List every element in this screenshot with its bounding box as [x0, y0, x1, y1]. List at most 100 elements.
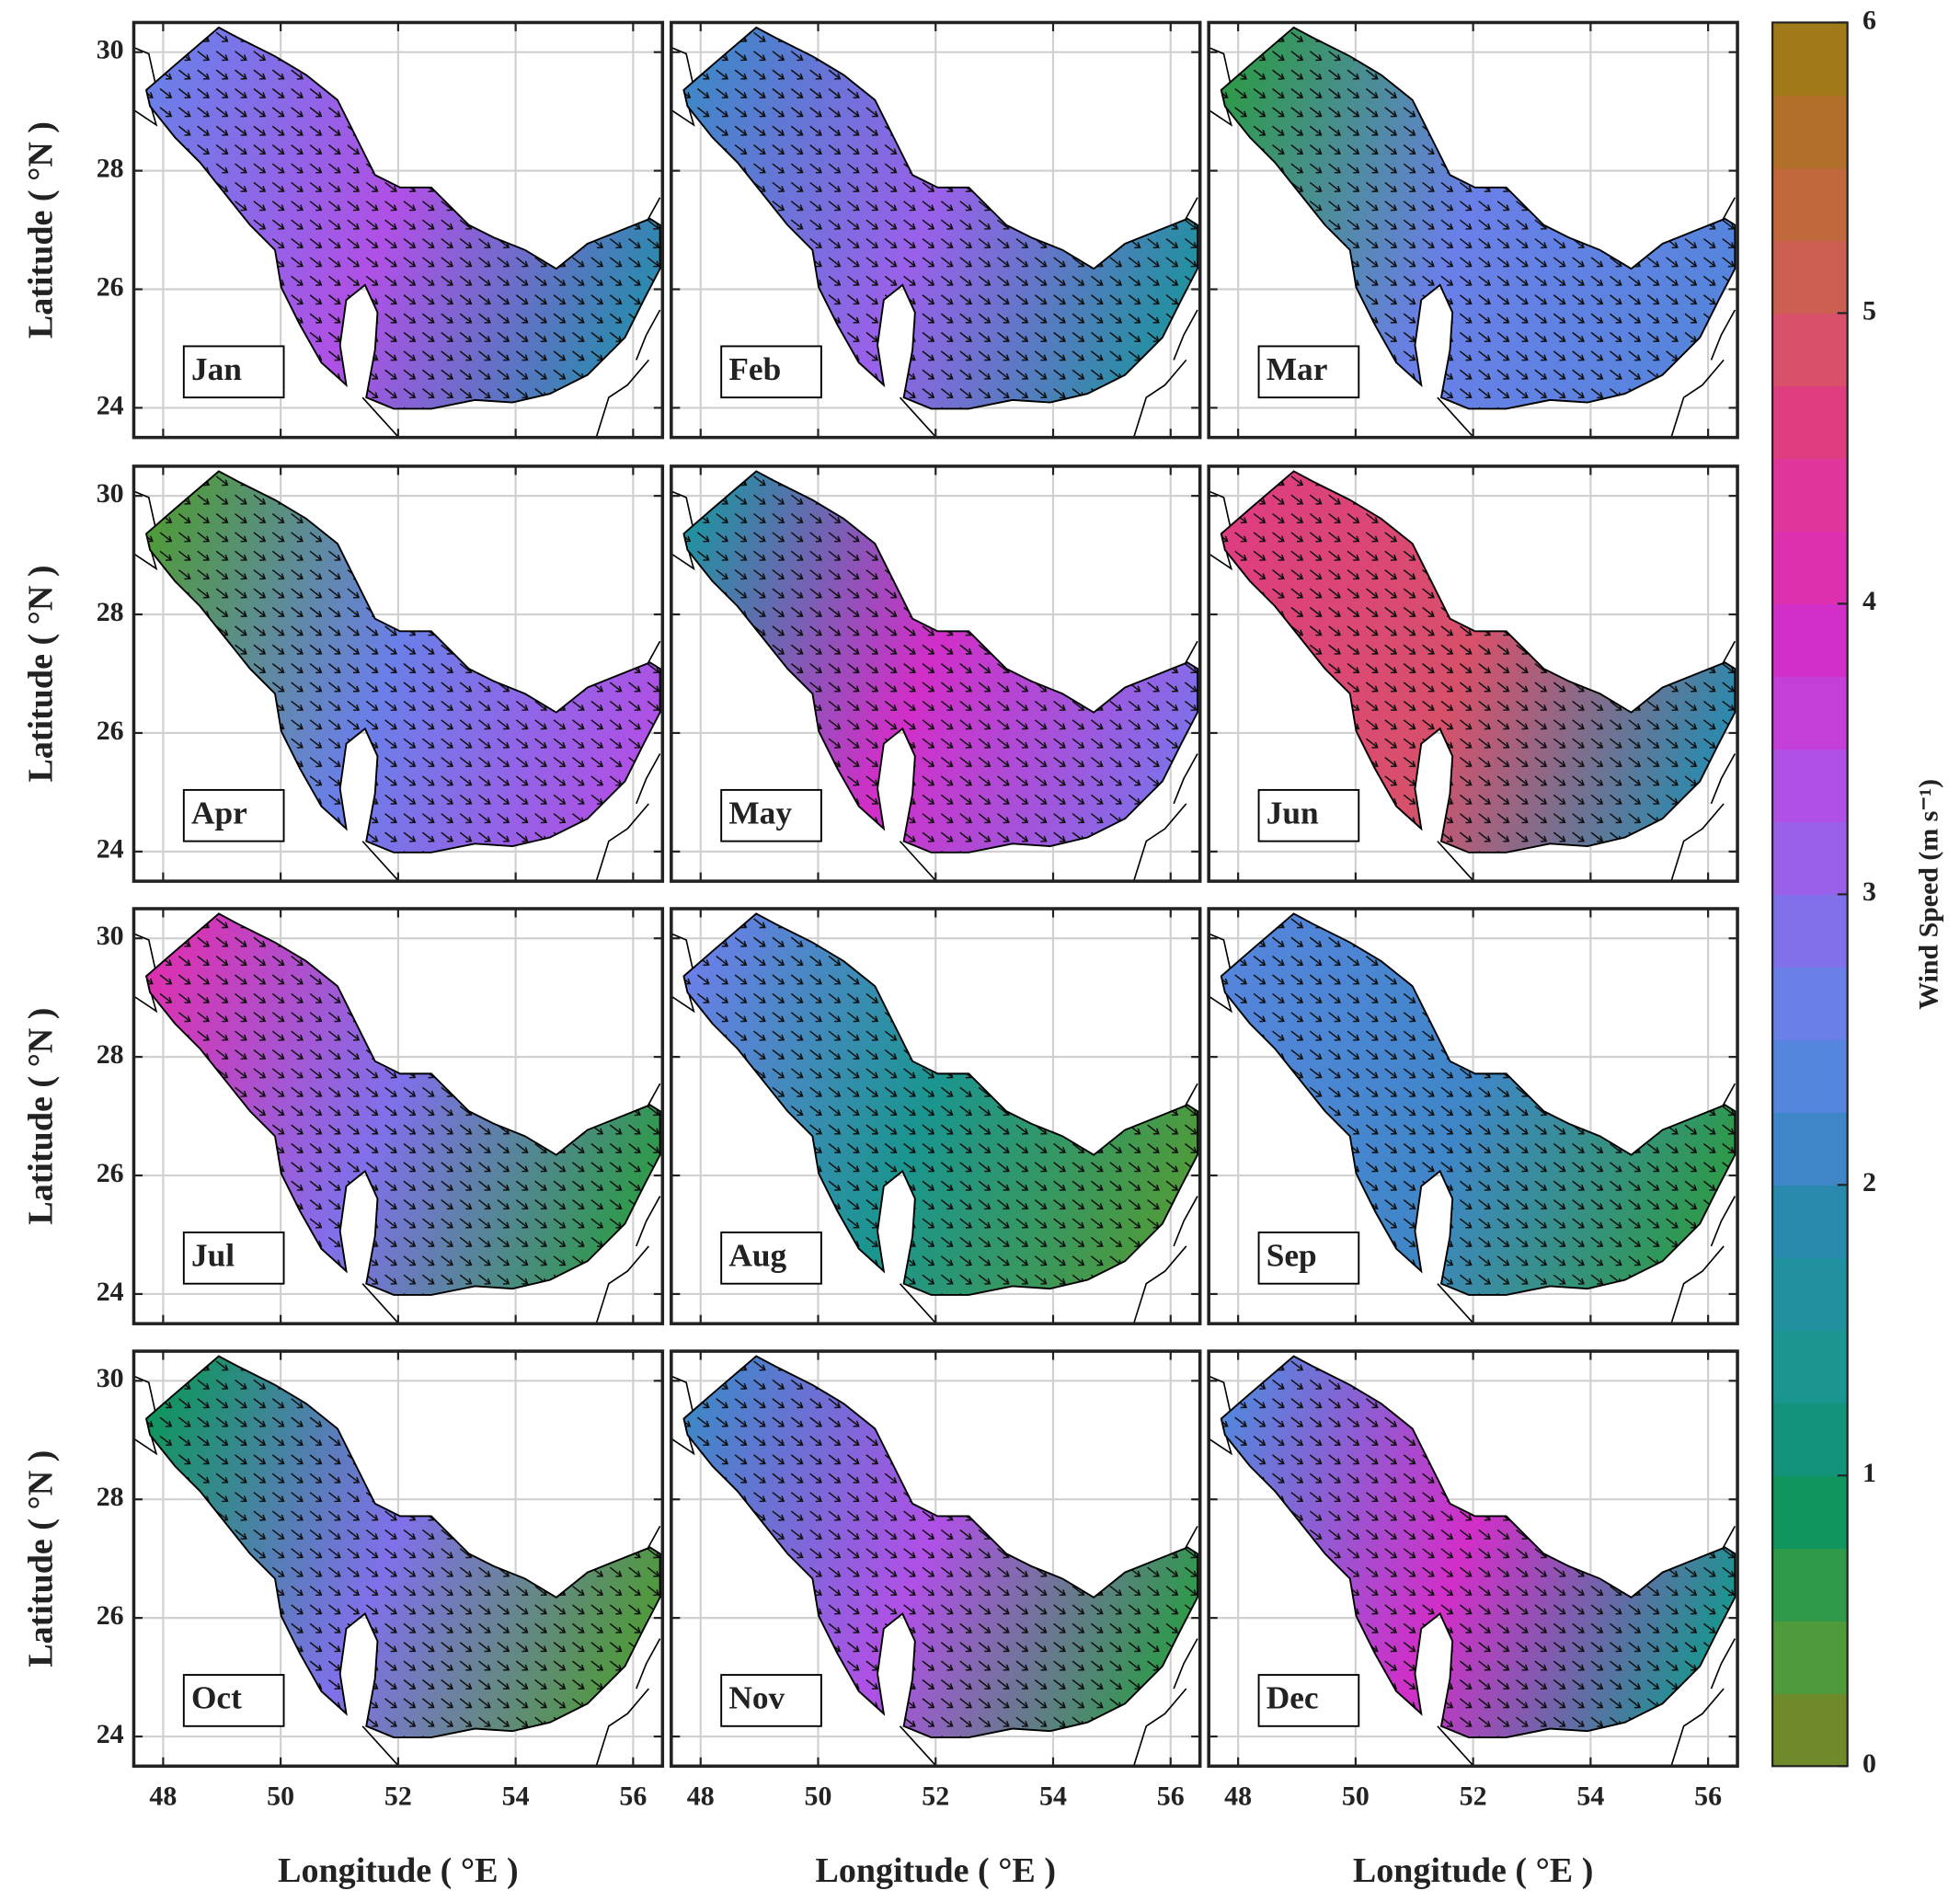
- y-tick-label: 24: [97, 390, 124, 420]
- panel-frame: [670, 20, 1202, 440]
- land-border: [1132, 359, 1187, 438]
- colorbar-band: [1772, 821, 1848, 896]
- sea-field: [683, 471, 1198, 853]
- sea-field: [146, 27, 660, 409]
- colorbar-tick-label: 3: [1863, 877, 1876, 907]
- month-label: Apr: [191, 796, 247, 831]
- colorbar-band: [1772, 1112, 1848, 1186]
- y-axis-label: Latitude ( °N ): [21, 1450, 60, 1667]
- land-border: [1209, 933, 1232, 974]
- panel-frame: [1207, 20, 1739, 440]
- month-label: Sep: [1267, 1238, 1317, 1274]
- month-label: Feb: [728, 351, 781, 387]
- colorbar-band: [1772, 458, 1848, 533]
- panel-frame: [132, 20, 665, 440]
- x-tick-label: 50: [805, 1781, 832, 1811]
- month-box: [720, 788, 822, 842]
- month-box: [182, 788, 285, 842]
- land-border: [133, 933, 157, 974]
- colorbar-band: [1772, 1403, 1848, 1476]
- colorbar-tick-label: 2: [1863, 1167, 1876, 1197]
- land-border: [361, 396, 400, 438]
- colorbar-band: [1772, 1621, 1848, 1694]
- land-border: [595, 803, 649, 882]
- y-axis-label: Latitude ( °N ): [21, 121, 60, 338]
- map-panel: 24 26 28 30 Jan Latitude ( °N ): [21, 20, 665, 440]
- land-border: [1437, 1283, 1474, 1324]
- panel-frame: [132, 464, 665, 883]
- x-tick-label: 52: [922, 1781, 949, 1811]
- colorbar-label: Wind Speed (m s⁻¹): [1914, 779, 1944, 1010]
- coastline: [144, 470, 661, 854]
- map-panel: Sep: [1207, 907, 1739, 1325]
- land-border: [1183, 197, 1198, 223]
- x-tick-label: 54: [1039, 1781, 1067, 1811]
- colorbar-tick-label: 5: [1863, 295, 1876, 326]
- y-tick-label: 28: [97, 1482, 124, 1512]
- month-box: [182, 1232, 285, 1285]
- y-tick-label: 24: [97, 1277, 124, 1307]
- y-tick-label: 26: [97, 1600, 124, 1631]
- colorbar-band: [1772, 1185, 1848, 1259]
- land-border: [1670, 1245, 1725, 1324]
- coastline: [1220, 912, 1736, 1296]
- month-label: Oct: [191, 1680, 242, 1716]
- land-border: [595, 1688, 649, 1767]
- coastline: [144, 1355, 661, 1738]
- coastline: [1220, 26, 1736, 410]
- colorbar-band: [1772, 1548, 1848, 1621]
- land-border: [645, 197, 661, 223]
- y-tick-label: 30: [97, 1363, 124, 1393]
- month-label: Dec: [1267, 1680, 1319, 1716]
- y-tick-label: 26: [97, 716, 124, 746]
- x-axis-label: Longitude ( °E ): [1353, 1851, 1593, 1890]
- month-box: [182, 1674, 285, 1727]
- land-border: [636, 1196, 661, 1247]
- sea-field: [146, 913, 660, 1295]
- land-border: [361, 841, 400, 882]
- map-panel: 48 50 52 54 56 24 26 28 30 Oct Latitude ( °N ) Long…: [21, 1349, 665, 1890]
- land-border: [1670, 359, 1725, 438]
- land-border: [361, 1725, 400, 1767]
- coastline: [682, 26, 1198, 410]
- land-border: [671, 490, 695, 532]
- land-border: [1710, 753, 1736, 805]
- land-border: [1132, 803, 1187, 882]
- y-tick-label: 30: [97, 921, 124, 951]
- month-box: [182, 345, 285, 399]
- x-tick-label: 48: [149, 1781, 177, 1811]
- x-axis-label: Longitude ( °E ): [816, 1851, 1056, 1890]
- sea-field: [1221, 471, 1736, 853]
- y-tick-label: 24: [97, 1719, 124, 1749]
- land-border: [133, 490, 157, 532]
- x-tick-label: 50: [267, 1781, 294, 1811]
- coastline: [144, 912, 661, 1296]
- panel-frame: [1207, 1349, 1739, 1769]
- colorbar-band: [1772, 1039, 1848, 1114]
- land-border: [1183, 640, 1198, 667]
- colorbar-band: [1772, 95, 1848, 169]
- panel-frame: [670, 907, 1202, 1325]
- x-tick-label: 52: [384, 1781, 412, 1811]
- land-border: [899, 841, 937, 882]
- panel-frame: [132, 1349, 665, 1769]
- coastline: [682, 470, 1198, 854]
- land-border: [1437, 841, 1474, 882]
- panel-frame: [670, 464, 1202, 883]
- x-tick-label: 48: [687, 1781, 715, 1811]
- y-axis-label: Latitude ( °N ): [21, 565, 60, 782]
- land-border: [1710, 1638, 1736, 1690]
- map-panel: Mar: [1207, 20, 1739, 440]
- land-border: [1209, 46, 1232, 88]
- month-box: [720, 1232, 822, 1285]
- land-border: [1437, 396, 1474, 438]
- x-tick-label: 54: [1576, 1781, 1604, 1811]
- map-panel: Aug: [670, 907, 1202, 1325]
- land-border: [1183, 1525, 1198, 1552]
- y-tick-label: 26: [97, 1158, 124, 1188]
- map-panel: May: [670, 464, 1202, 883]
- x-axis-label: Longitude ( °E ): [278, 1851, 519, 1890]
- land-border: [636, 753, 661, 805]
- land-border: [1132, 1688, 1187, 1767]
- land-border: [133, 1375, 157, 1416]
